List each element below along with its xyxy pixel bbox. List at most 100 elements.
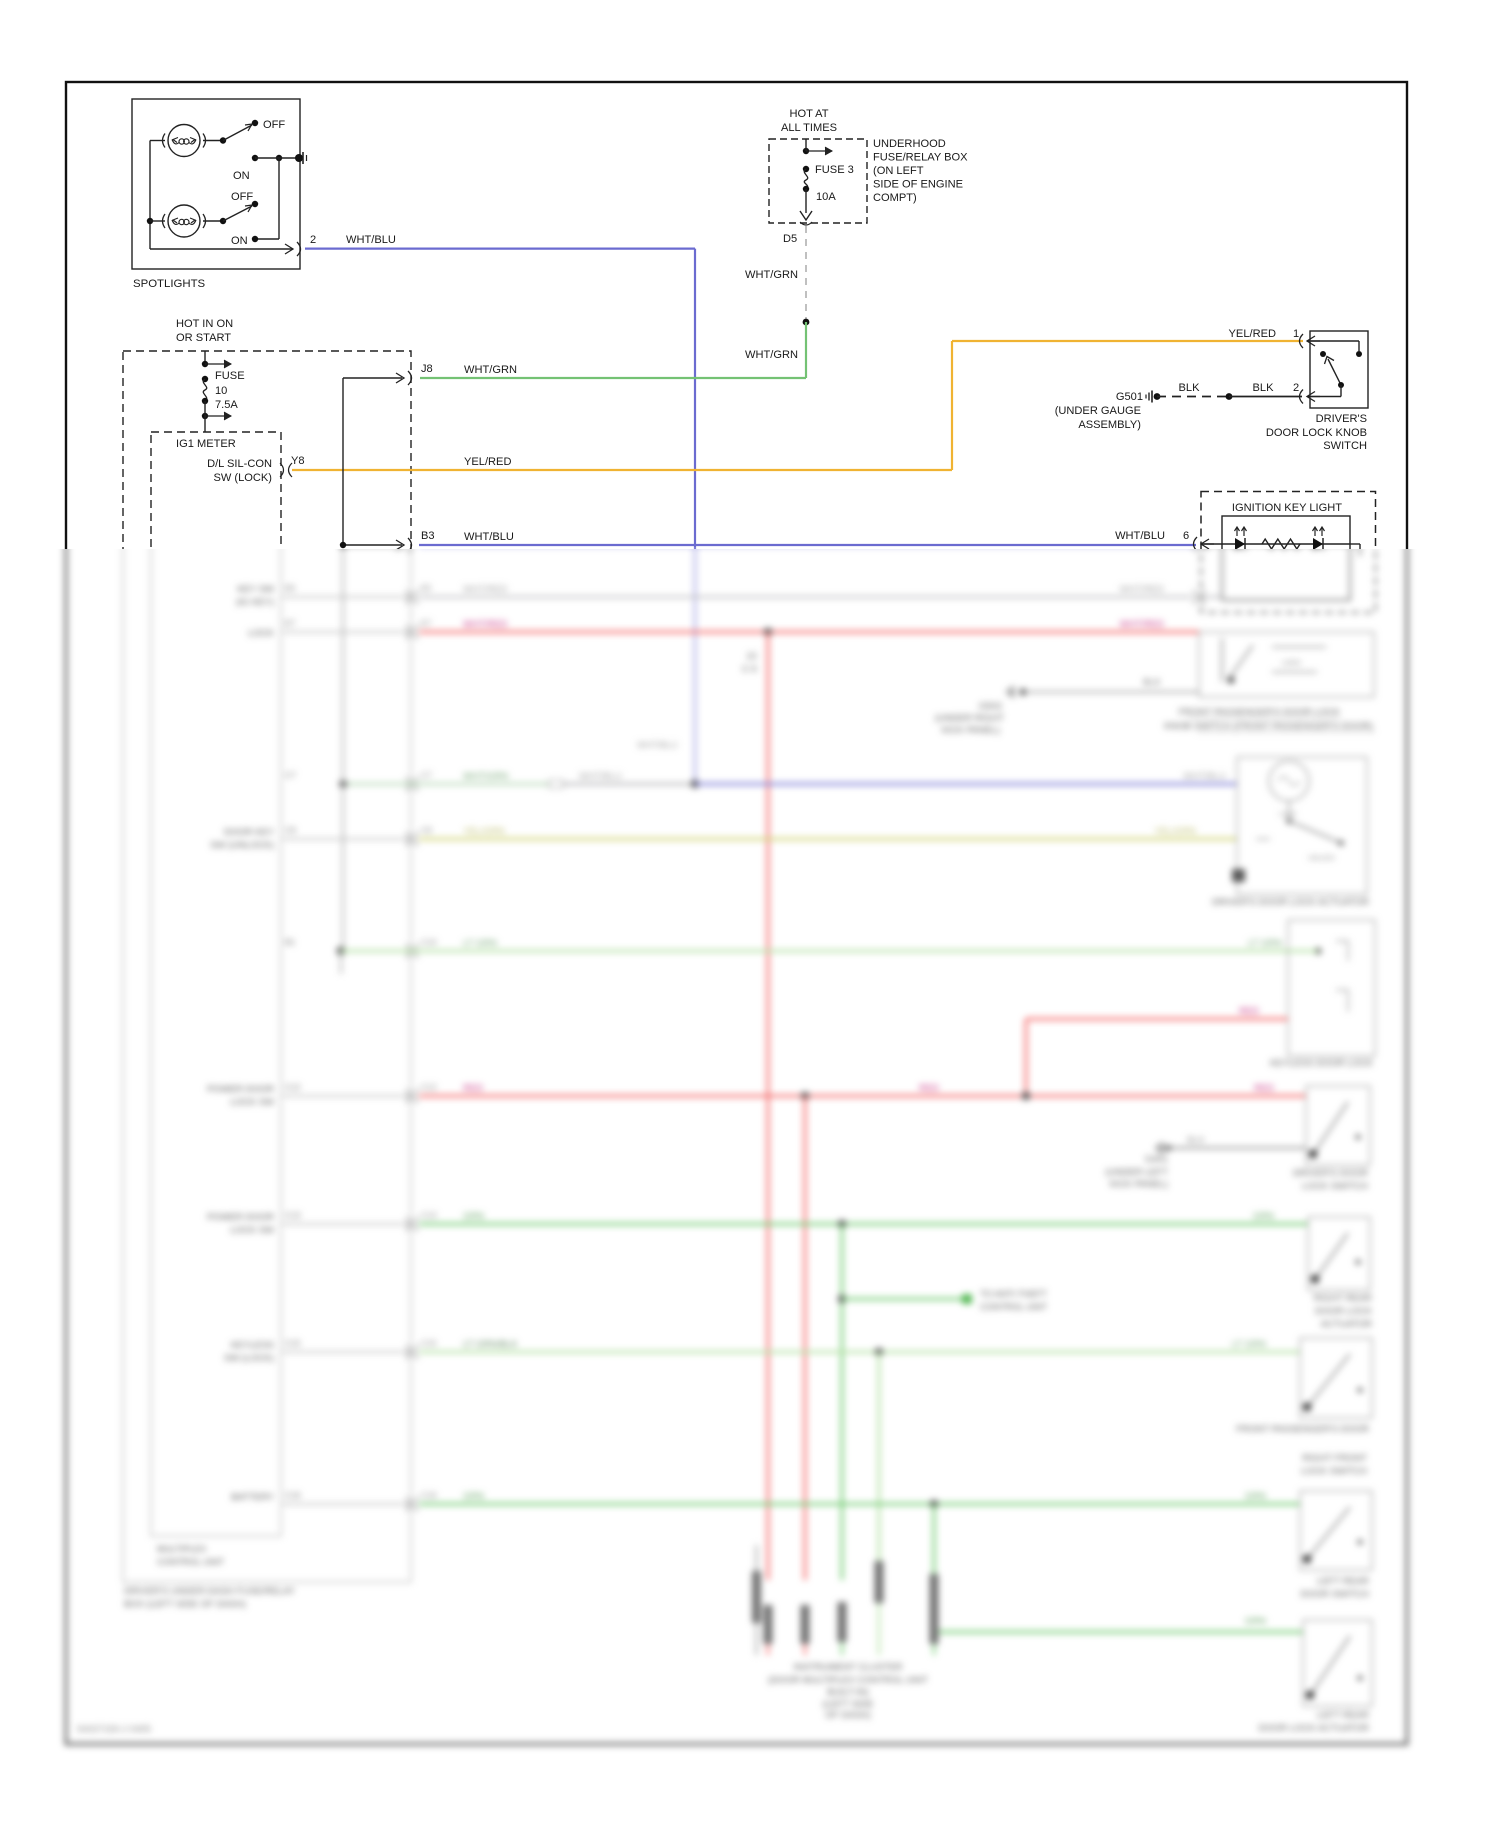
svg-text:SPOTLIGHTS: SPOTLIGHTS bbox=[133, 278, 206, 290]
svg-text:YEL/GRN: YEL/GRN bbox=[1154, 826, 1196, 837]
svg-text:WHT/GRN: WHT/GRN bbox=[463, 771, 509, 782]
svg-text:C-5: C-5 bbox=[742, 664, 757, 675]
svg-text:WHT/GRN: WHT/GRN bbox=[745, 349, 798, 361]
svg-text:1: 1 bbox=[1293, 328, 1299, 340]
svg-text:BLK: BLK bbox=[1179, 382, 1201, 394]
svg-text:LOCK SW: LOCK SW bbox=[230, 1097, 274, 1108]
svg-text:LOCK SWITCH: LOCK SWITCH bbox=[1302, 1181, 1368, 1192]
svg-text:DOOR LOCK ACTUATOR: DOOR LOCK ACTUATOR bbox=[1259, 1723, 1370, 1734]
svg-text:E5: E5 bbox=[285, 583, 296, 593]
svg-text:KICK PANEL): KICK PANEL) bbox=[942, 725, 1000, 736]
svg-text:KEYLESS: KEYLESS bbox=[231, 1340, 274, 1351]
svg-text:DOOR KEY: DOOR KEY bbox=[224, 827, 275, 838]
svg-text:GRN: GRN bbox=[463, 1491, 484, 1502]
svg-text:B1: B1 bbox=[285, 937, 296, 947]
svg-text:HOT AT: HOT AT bbox=[789, 108, 828, 120]
svg-text:BOX (LEFT SIDE OF DASH): BOX (LEFT SIDE OF DASH) bbox=[124, 1599, 246, 1610]
svg-text:FUSE 3: FUSE 3 bbox=[815, 164, 854, 176]
svg-text:WHT/RED: WHT/RED bbox=[463, 584, 507, 595]
svg-text:WHT/BLU: WHT/BLU bbox=[346, 234, 396, 246]
svg-text:ON: ON bbox=[231, 235, 248, 247]
svg-text:POWER DOOR: POWER DOOR bbox=[207, 1212, 274, 1223]
svg-text:BLK: BLK bbox=[1253, 382, 1275, 394]
svg-text:KNOB SWITCH (FRONT PASSENGER'S: KNOB SWITCH (FRONT PASSENGER'S DOOR) bbox=[1164, 721, 1373, 732]
svg-text:WHT/RED: WHT/RED bbox=[1120, 619, 1164, 630]
svg-text:CONTROL UNIT: CONTROL UNIT bbox=[980, 1302, 1048, 1312]
svg-text:GRN: GRN bbox=[463, 1211, 484, 1222]
svg-text:FRONT PASSENGER'S DOOR: FRONT PASSENGER'S DOOR bbox=[1236, 1424, 1369, 1435]
svg-text:(UNDER RIGHT: (UNDER RIGHT bbox=[935, 713, 1004, 724]
svg-text:SIDE OF ENGINE: SIDE OF ENGINE bbox=[873, 179, 963, 191]
svg-text:WHT/BLU: WHT/BLU bbox=[579, 771, 622, 782]
svg-text:ASSEMBLY): ASSEMBLY) bbox=[1078, 419, 1141, 431]
svg-text:C12: C12 bbox=[421, 1082, 437, 1092]
svg-text:INSTRUMENT CLUSTER: INSTRUMENT CLUSTER bbox=[793, 1662, 902, 1673]
svg-text:RIGHT FRONT: RIGHT FRONT bbox=[1302, 1453, 1367, 1464]
svg-text:DRIVER'S DOOR LOCK ACTUATOR: DRIVER'S DOOR LOCK ACTUATOR bbox=[1212, 897, 1369, 908]
svg-text:ACTUATOR: ACTUATOR bbox=[1321, 1319, 1373, 1330]
svg-text:C9: C9 bbox=[285, 825, 296, 835]
svg-text:G401: G401 bbox=[1145, 1154, 1168, 1165]
svg-text:7.5A: 7.5A bbox=[215, 399, 238, 411]
svg-text:(LEFT SIDE: (LEFT SIDE bbox=[822, 1699, 873, 1710]
svg-text:IG1 METER: IG1 METER bbox=[176, 438, 236, 450]
svg-text:G502: G502 bbox=[979, 701, 1002, 712]
svg-text:RED: RED bbox=[1239, 1006, 1259, 1017]
svg-text:WHT/BLU: WHT/BLU bbox=[1183, 771, 1226, 782]
svg-text:OFF: OFF bbox=[263, 119, 285, 131]
svg-text:DRIVER'S UNDER-DASH FUSE/RELAY: DRIVER'S UNDER-DASH FUSE/RELAY bbox=[124, 1586, 296, 1597]
svg-text:DRIVER'S DOOR: DRIVER'S DOOR bbox=[1293, 1168, 1368, 1179]
svg-text:C13: C13 bbox=[285, 1210, 301, 1220]
svg-text:RED: RED bbox=[463, 1083, 483, 1094]
svg-text:C10: C10 bbox=[421, 937, 437, 947]
svg-text:(ON LEFT: (ON LEFT bbox=[873, 165, 924, 177]
svg-text:POWER DOOR: POWER DOOR bbox=[207, 1084, 274, 1095]
svg-text:COMPT): COMPT) bbox=[873, 192, 917, 204]
svg-text:C16: C16 bbox=[421, 1490, 437, 1500]
svg-text:SW (LOCK): SW (LOCK) bbox=[213, 472, 272, 484]
svg-text:WHT/BLU: WHT/BLU bbox=[1115, 530, 1165, 542]
svg-text:C13: C13 bbox=[421, 1210, 437, 1220]
svg-text:Y8: Y8 bbox=[291, 455, 305, 467]
svg-text:G501: G501 bbox=[1116, 391, 1143, 403]
svg-text:(IG KEY): (IG KEY) bbox=[236, 597, 274, 608]
svg-text:E5: E5 bbox=[421, 583, 432, 593]
svg-text:WHT/RED: WHT/RED bbox=[463, 619, 507, 630]
svg-text:(UNDER LEFT: (UNDER LEFT bbox=[1105, 1167, 1168, 1178]
svg-text:OFF: OFF bbox=[231, 191, 253, 203]
svg-text:WHT/RED: WHT/RED bbox=[1120, 584, 1164, 595]
svg-text:DOOR LOCK KNOB: DOOR LOCK KNOB bbox=[1266, 427, 1367, 439]
svg-text:WHT/BLU: WHT/BLU bbox=[464, 531, 514, 543]
svg-text:CONTROL UNIT: CONTROL UNIT bbox=[157, 1557, 225, 1567]
svg-text:FRONT PASSENGER'S DOOR LOCK: FRONT PASSENGER'S DOOR LOCK bbox=[1179, 707, 1341, 718]
svg-text:(DOOR MULTIPLEX CONTROL UNIT: (DOOR MULTIPLEX CONTROL UNIT bbox=[768, 1675, 928, 1686]
svg-text:SW (LOCK): SW (LOCK) bbox=[224, 1353, 274, 1364]
svg-text:YEL/GRN: YEL/GRN bbox=[463, 826, 505, 837]
svg-text:6: 6 bbox=[1183, 530, 1189, 542]
svg-text:KEYLESS DOOR LOCK: KEYLESS DOOR LOCK bbox=[1270, 1058, 1374, 1069]
svg-text:GRN: GRN bbox=[1253, 1211, 1274, 1222]
svg-text:LT GRN: LT GRN bbox=[1248, 938, 1282, 949]
svg-text:LOCK: LOCK bbox=[248, 628, 275, 639]
svg-text:ON: ON bbox=[233, 170, 250, 182]
svg-text:C9: C9 bbox=[421, 825, 432, 835]
svg-text:MULTIPLEX: MULTIPLEX bbox=[157, 1544, 206, 1554]
svg-text:BLK: BLK bbox=[1143, 677, 1162, 688]
svg-text:GRN: GRN bbox=[1245, 1491, 1266, 1502]
svg-text:BATTERY: BATTERY bbox=[231, 1492, 275, 1503]
svg-text:TO ANTI-THEFT: TO ANTI-THEFT bbox=[980, 1289, 1047, 1299]
svg-text:SW (UNLOCK): SW (UNLOCK) bbox=[210, 840, 274, 851]
svg-text:UNLOCK: UNLOCK bbox=[1308, 855, 1336, 862]
svg-text:C12: C12 bbox=[285, 1082, 301, 1092]
svg-text:FUSE: FUSE bbox=[215, 370, 245, 382]
svg-text:LEFT REAR: LEFT REAR bbox=[1317, 1576, 1369, 1587]
svg-text:LEFT REAR: LEFT REAR bbox=[1317, 1710, 1369, 1721]
svg-text:C15: C15 bbox=[285, 1338, 301, 1348]
svg-text:WHT/GRN: WHT/GRN bbox=[745, 269, 798, 281]
svg-text:RED: RED bbox=[1254, 1083, 1274, 1094]
svg-text:10: 10 bbox=[215, 385, 227, 397]
svg-text:WHT/GRN: WHT/GRN bbox=[464, 364, 517, 376]
svg-text:KICK PANEL): KICK PANEL) bbox=[1110, 1179, 1168, 1190]
svg-text:2: 2 bbox=[310, 234, 316, 246]
svg-text:WHT/BLU: WHT/BLU bbox=[637, 740, 678, 750]
